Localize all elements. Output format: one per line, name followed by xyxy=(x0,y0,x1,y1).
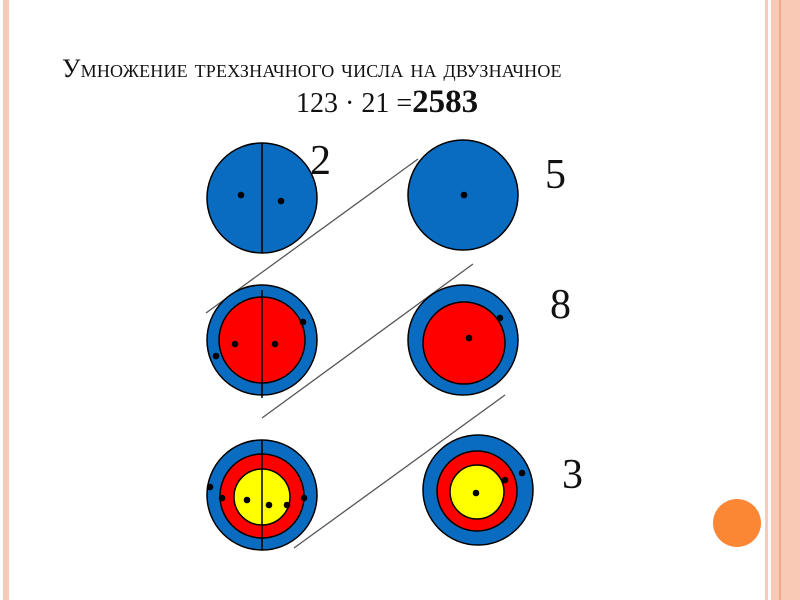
equation-left: 123 · 21 = xyxy=(296,88,413,119)
dot xyxy=(501,476,509,484)
dot xyxy=(518,469,526,477)
dot xyxy=(277,197,285,205)
equation-result: 2583 xyxy=(412,84,479,120)
digit-2: 2 xyxy=(310,138,331,184)
dot xyxy=(283,501,291,509)
dots xyxy=(206,191,526,509)
dot xyxy=(212,352,220,360)
dot xyxy=(231,340,239,348)
dot xyxy=(243,496,251,504)
right-border-panel xyxy=(771,0,800,600)
dot xyxy=(265,501,273,509)
diagonal-line xyxy=(293,394,506,549)
right-border-stripe xyxy=(765,0,768,600)
dot xyxy=(300,494,308,502)
diagonal-lines xyxy=(205,158,506,549)
circle-mid-right-inner xyxy=(422,301,506,385)
dot xyxy=(460,191,468,199)
right-border-line xyxy=(779,0,781,600)
dot xyxy=(299,318,307,326)
dot xyxy=(237,191,245,199)
digit-3: 3 xyxy=(562,452,583,498)
digit-5: 5 xyxy=(545,152,566,198)
dot xyxy=(496,314,504,322)
dot xyxy=(465,334,473,342)
dot xyxy=(271,340,279,348)
slide-title: Умножение трехзначного числа на двузначн… xyxy=(62,54,562,83)
dot xyxy=(218,494,226,502)
diagonal-line xyxy=(261,263,474,419)
diagonal-line xyxy=(205,158,419,314)
left-border-stripe xyxy=(3,0,9,600)
orange-accent-dot xyxy=(713,499,761,547)
dot xyxy=(472,489,480,497)
equation: 123 · 21 =2583 xyxy=(296,84,478,121)
digit-8: 8 xyxy=(550,282,571,328)
dot xyxy=(206,483,214,491)
